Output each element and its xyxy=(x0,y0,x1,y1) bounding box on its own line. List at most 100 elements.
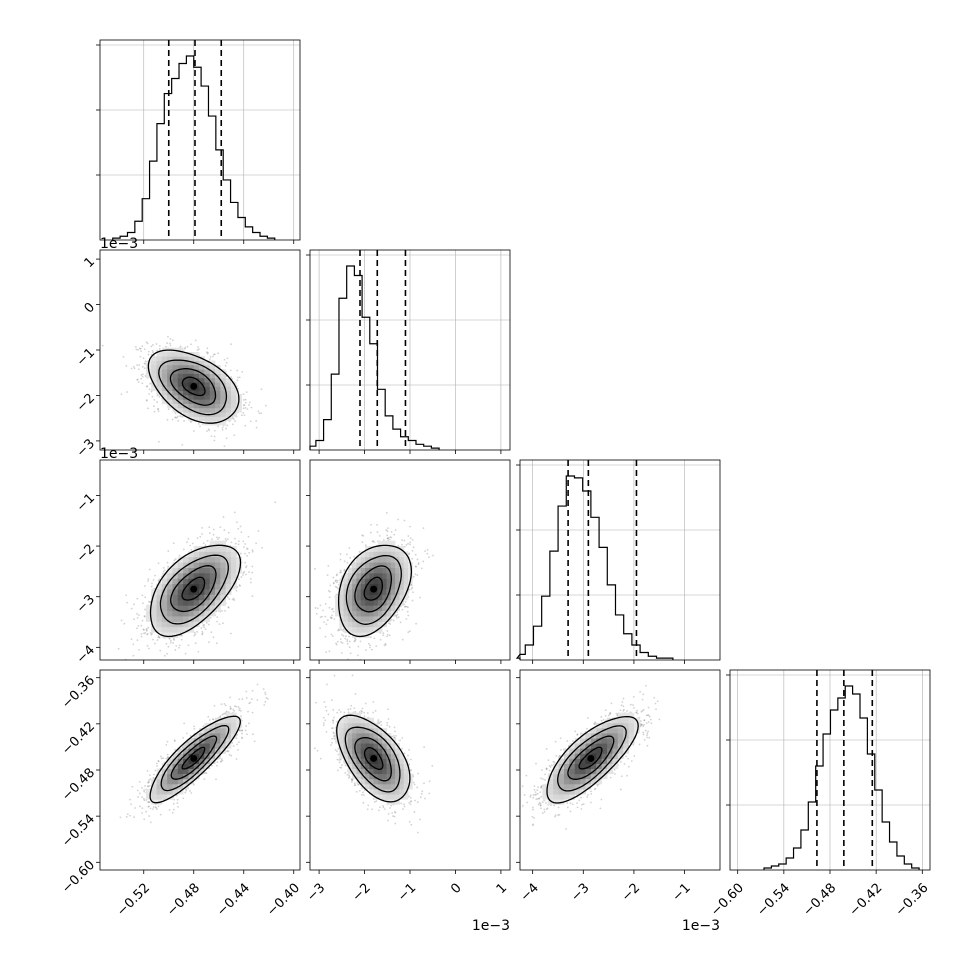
density-cell xyxy=(177,626,184,633)
density-cell xyxy=(225,556,232,563)
density-cell xyxy=(188,589,195,595)
scatter-point xyxy=(231,416,234,419)
density-cell xyxy=(215,412,221,417)
scatter-point xyxy=(389,536,392,539)
scatter-point xyxy=(154,574,156,577)
scatter-point xyxy=(242,404,245,407)
density-cell xyxy=(183,412,189,417)
scatter-point xyxy=(207,428,210,431)
density-cell xyxy=(209,407,216,413)
scatter-point xyxy=(233,434,236,437)
scatter-point xyxy=(187,537,190,540)
scatter-point xyxy=(140,350,143,353)
scatter-point xyxy=(157,408,160,411)
density-cell xyxy=(177,386,184,392)
scatter-point xyxy=(361,541,364,544)
scatter-point xyxy=(226,424,228,427)
density-cell xyxy=(156,616,163,622)
density-cell xyxy=(167,364,173,370)
scatter-point xyxy=(324,615,327,618)
scatter-point xyxy=(136,627,138,630)
x-tick-label: −0.42 xyxy=(847,881,886,920)
scatter-point xyxy=(208,641,210,644)
scatter-point xyxy=(139,347,142,350)
scatter-point xyxy=(196,349,199,352)
density-cell xyxy=(167,632,173,638)
scatter-point xyxy=(197,348,200,351)
density-cell xyxy=(204,382,211,387)
contour-line xyxy=(158,359,228,416)
scatter-point xyxy=(144,585,146,587)
scatter-point xyxy=(141,619,144,622)
density-cell xyxy=(151,364,157,370)
density-cell xyxy=(183,356,189,361)
scatter-point xyxy=(151,395,154,398)
density-cell xyxy=(151,360,157,366)
scatter-point xyxy=(142,357,145,360)
scatter-point xyxy=(134,345,137,348)
density-cell xyxy=(188,626,195,633)
density-cell xyxy=(193,403,200,409)
density-cell xyxy=(215,567,221,574)
density-cell xyxy=(183,386,189,392)
density-cell xyxy=(209,360,216,366)
density-cell xyxy=(225,416,232,422)
density-cell xyxy=(215,572,221,579)
scatter-panel-2-1 xyxy=(306,459,511,664)
density-cell xyxy=(199,556,205,563)
density-cell xyxy=(230,399,237,404)
density-cell xyxy=(172,626,179,633)
density-cell xyxy=(204,364,211,370)
y-tick-label: −1 xyxy=(74,345,98,369)
scatter-point xyxy=(140,374,143,376)
density-cell xyxy=(188,621,195,628)
density-cell xyxy=(225,407,232,413)
density-cell xyxy=(215,394,221,400)
density-cell xyxy=(167,394,173,400)
density-cell xyxy=(204,386,211,392)
density-cell xyxy=(193,567,200,574)
density-cell xyxy=(177,356,184,361)
scatter-point xyxy=(251,571,254,574)
y-tick-label: −1 xyxy=(74,491,98,515)
density-cell xyxy=(209,599,216,606)
scatter-point xyxy=(153,398,156,401)
density-cell xyxy=(193,364,200,370)
scatter-point xyxy=(246,554,249,557)
scatter-point xyxy=(190,343,192,346)
scatter-point xyxy=(145,628,148,631)
histogram-step xyxy=(112,55,276,240)
scatter-point xyxy=(176,415,179,418)
scatter-point xyxy=(144,363,147,365)
scatter-point xyxy=(243,399,245,401)
scatter-point xyxy=(142,628,145,631)
scatter-point xyxy=(197,346,200,349)
density-cell xyxy=(188,556,195,563)
density-cell xyxy=(209,578,216,585)
density-cell xyxy=(172,567,179,574)
density-cell xyxy=(172,599,179,606)
density-cell xyxy=(167,583,173,590)
scatter-point xyxy=(202,624,205,627)
scatter-point xyxy=(196,630,199,633)
scatter-point xyxy=(346,642,349,645)
density-cell xyxy=(193,572,200,579)
density-cell xyxy=(209,594,216,601)
scatter-point xyxy=(249,401,251,404)
density-cell xyxy=(151,616,157,622)
scatter-point xyxy=(378,534,381,537)
scatter-point xyxy=(169,344,172,347)
density-cell xyxy=(188,616,195,622)
density-cell xyxy=(188,583,195,590)
scatter-point xyxy=(126,391,129,393)
scatter-point xyxy=(342,634,345,637)
y-tick-label: −3 xyxy=(74,436,98,460)
density-cell xyxy=(209,390,216,396)
density-cell xyxy=(199,594,205,601)
scatter-point xyxy=(411,539,414,541)
density-cell xyxy=(177,382,184,387)
density-cell xyxy=(209,377,216,383)
density-cell xyxy=(225,578,232,585)
density-cell xyxy=(199,407,205,413)
scatter-point xyxy=(251,565,254,568)
